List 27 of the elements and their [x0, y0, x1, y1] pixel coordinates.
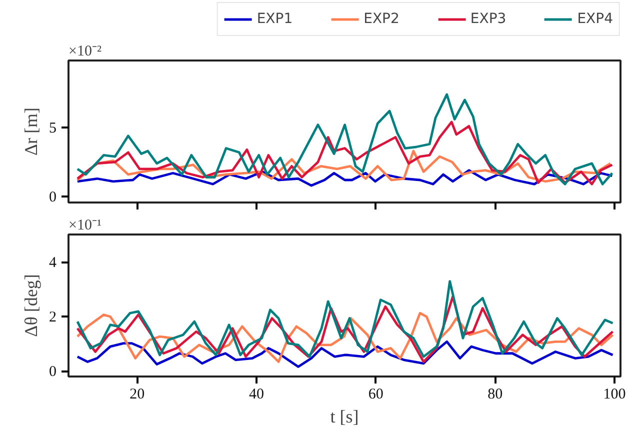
x-tick-label: 20: [130, 386, 145, 402]
line-series: [76, 312, 614, 364]
line-series: [76, 93, 614, 186]
x-tick-label: 80: [488, 386, 503, 402]
text: ×10⁻²: [68, 44, 102, 60]
line-series: [76, 169, 614, 187]
x-tick-label: 100: [603, 386, 626, 402]
legend-label: EXP4: [577, 11, 613, 27]
line-series: [76, 295, 614, 364]
line-series: [76, 340, 614, 368]
y-axis-title: Δr [m]: [21, 107, 41, 156]
text: ×10⁻¹: [68, 218, 102, 234]
line-series: [76, 280, 614, 358]
y-tick-label: 5: [49, 120, 56, 137]
x-tick-label: 40: [248, 386, 264, 402]
y-tick-label: 0: [49, 364, 56, 380]
y-tick-label: 4: [49, 255, 57, 272]
legend-label: EXP2: [364, 11, 400, 27]
line-series: [76, 150, 612, 183]
line-series: [76, 120, 614, 186]
legend-label: EXP1: [256, 11, 293, 27]
x-tick-label: 60: [368, 386, 384, 402]
y-tick-label: 0: [49, 190, 56, 206]
y-tick-label: 2: [49, 310, 56, 326]
legend-label: EXP3: [470, 11, 506, 27]
y-axis-title: Δθ [deg]: [21, 274, 41, 337]
x-axis-title: t [s]: [330, 406, 359, 426]
